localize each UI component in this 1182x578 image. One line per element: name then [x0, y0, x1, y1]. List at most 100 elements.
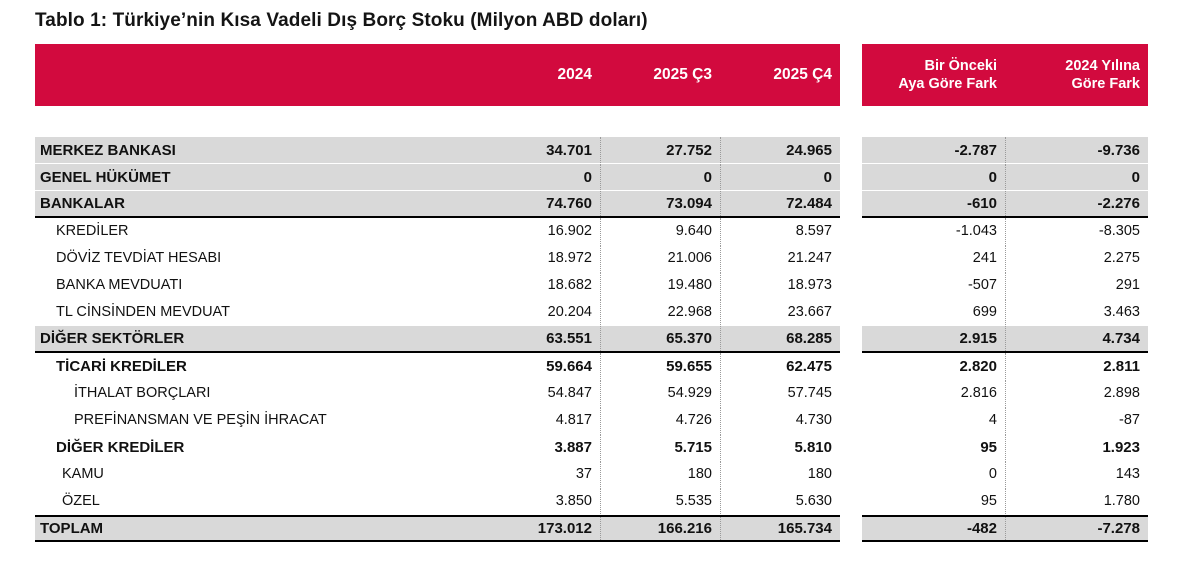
value-2024: 4.817	[555, 412, 592, 428]
diff-monthly: -1.043	[955, 223, 997, 239]
value-2025-q3: 65.370	[600, 326, 720, 351]
value-2025-q4: 180	[720, 461, 840, 487]
value-2025-q3: 59.655	[600, 353, 720, 379]
diff-yearly: -8.305	[1005, 218, 1148, 244]
column-gap	[840, 380, 862, 407]
column-gap	[840, 137, 862, 164]
diff-yearly: -9.736	[1005, 137, 1148, 163]
table-row: BANKA MEVDUATI 18.682 19.480 18.973 -507…	[35, 272, 1182, 299]
header-left-block: 2024 2025 Ç3 2025 Ç4	[35, 44, 840, 106]
column-gap	[840, 407, 862, 434]
value-2025-q4: 57.745	[720, 380, 840, 406]
debt-table: 2024 2025 Ç3 2025 Ç4 Bir Önceki Aya Göre…	[35, 44, 1182, 542]
diff-yearly: -7.278	[1005, 517, 1148, 540]
row-label: DİĞER SEKTÖRLER	[40, 330, 185, 347]
value-2025-q3: 73.094	[600, 191, 720, 216]
table-row: KAMU 37 180 180 0 143	[35, 461, 1182, 488]
value-2025-q3: 9.640	[600, 218, 720, 244]
value-2025-q4: 5.810	[720, 434, 840, 460]
value-2025-q3: 5.715	[600, 434, 720, 460]
row-label: TİCARİ KREDİLER	[56, 357, 187, 375]
diff-yearly: 0	[1005, 164, 1148, 190]
value-2025-q4: 68.285	[720, 326, 840, 351]
value-2025-q3: 4.726	[600, 407, 720, 433]
table-row: KREDİLER 16.902 9.640 8.597 -1.043 -8.30…	[35, 218, 1182, 245]
diff-yearly: 291	[1005, 272, 1148, 298]
table-row: DİĞER SEKTÖRLER 63.551 65.370 68.285 2.9…	[35, 326, 1182, 353]
value-2025-q3: 21.006	[600, 245, 720, 271]
value-2025-q3: 54.929	[600, 380, 720, 406]
value-2025-q4: 72.484	[720, 191, 840, 216]
table-row: PREFİNANSMAN VE PEŞİN İHRACAT 4.817 4.72…	[35, 407, 1182, 434]
row-label: DİĞER KREDİLER	[56, 438, 185, 456]
row-label: PREFİNANSMAN VE PEŞİN İHRACAT	[74, 412, 327, 428]
diff-yearly: 1.923	[1005, 434, 1148, 460]
diff-monthly: 2.915	[959, 330, 997, 347]
value-2025-q4: 4.730	[720, 407, 840, 433]
value-2024: 16.902	[547, 223, 592, 239]
diff-monthly: 95	[980, 493, 997, 509]
value-2024: 20.204	[547, 304, 592, 320]
diff-yearly: -2.276	[1005, 191, 1148, 216]
diff-yearly: 1.780	[1005, 488, 1148, 514]
table-row-total: TOPLAM 173.012 166.216 165.734 -482 -7.2…	[35, 515, 1182, 542]
row-label: ÖZEL	[62, 493, 100, 509]
table-row: DİĞER KREDİLER 3.887 5.715 5.810 95 1.92…	[35, 434, 1182, 461]
diff-yearly: 2.898	[1005, 380, 1148, 406]
page: Tablo 1: Türkiye’nin Kısa Vadeli Dış Bor…	[35, 10, 1182, 542]
page-title: Tablo 1: Türkiye’nin Kısa Vadeli Dış Bor…	[35, 10, 648, 31]
col-header-yearly-diff: 2024 Yılına Göre Fark	[1065, 57, 1140, 92]
diff-monthly: -2.787	[954, 141, 997, 159]
diff-monthly: 4	[988, 412, 997, 428]
row-label: MERKEZ BANKASI	[40, 141, 176, 159]
table-row: ÖZEL 3.850 5.535 5.630 95 1.780	[35, 488, 1182, 515]
column-gap	[840, 299, 862, 326]
column-gap	[840, 272, 862, 299]
value-2025-q3: 180	[600, 461, 720, 487]
value-2025-q4: 24.965	[720, 137, 840, 163]
row-label: TL CİNSİNDEN MEVDUAT	[56, 304, 231, 320]
row-label: KAMU	[62, 466, 104, 482]
table-row: GENEL HÜKÜMET 0 0 0 0 0	[35, 164, 1182, 191]
diff-monthly: 241	[972, 250, 997, 266]
column-gap	[840, 326, 862, 353]
value-2024: 74.760	[546, 195, 592, 212]
col-header-2025-q3: 2025 Ç3	[653, 66, 712, 83]
value-2025-q3: 19.480	[600, 272, 720, 298]
value-2024: 0	[583, 168, 592, 186]
value-2024: 37	[575, 466, 592, 482]
row-label: TOPLAM	[40, 520, 104, 537]
value-2025-q3: 166.216	[600, 517, 720, 540]
diff-monthly: 95	[980, 438, 997, 456]
value-2025-q4: 18.973	[720, 272, 840, 298]
diff-monthly: -507	[967, 277, 997, 293]
value-2024: 18.972	[547, 250, 592, 266]
diff-monthly: 699	[972, 304, 997, 320]
diff-yearly: 2.811	[1005, 353, 1148, 379]
diff-monthly: 2.820	[959, 357, 997, 375]
diff-yearly: 143	[1005, 461, 1148, 487]
diff-yearly: 3.463	[1005, 299, 1148, 325]
value-2024: 59.664	[546, 357, 592, 375]
value-2025-q3: 5.535	[600, 488, 720, 514]
diff-monthly: -610	[966, 195, 997, 212]
value-2024: 173.012	[537, 520, 592, 537]
table-row: MERKEZ BANKASI 34.701 27.752 24.965 -2.7…	[35, 137, 1182, 164]
diff-monthly: 2.816	[960, 385, 997, 401]
value-2024: 54.847	[547, 385, 592, 401]
value-2025-q4: 5.630	[720, 488, 840, 514]
table-row: BANKALAR 74.760 73.094 72.484 -610 -2.27…	[35, 191, 1182, 218]
row-label: İTHALAT BORÇLARI	[74, 385, 211, 401]
diff-yearly: 2.275	[1005, 245, 1148, 271]
row-label: DÖVİZ TEVDİAT HESABI	[56, 250, 222, 266]
table-row: İTHALAT BORÇLARI 54.847 54.929 57.745 2.…	[35, 380, 1182, 407]
diff-yearly: 4.734	[1005, 326, 1148, 351]
value-2024: 18.682	[547, 277, 592, 293]
table-row: TL CİNSİNDEN MEVDUAT 20.204 22.968 23.66…	[35, 299, 1182, 326]
value-2025-q4: 0	[720, 164, 840, 190]
table-row: TİCARİ KREDİLER 59.664 59.655 62.475 2.8…	[35, 353, 1182, 380]
column-gap	[840, 353, 862, 380]
value-2025-q4: 165.734	[720, 517, 840, 540]
value-2024: 34.701	[546, 141, 592, 159]
table-row: DÖVİZ TEVDİAT HESABI 18.972 21.006 21.24…	[35, 245, 1182, 272]
